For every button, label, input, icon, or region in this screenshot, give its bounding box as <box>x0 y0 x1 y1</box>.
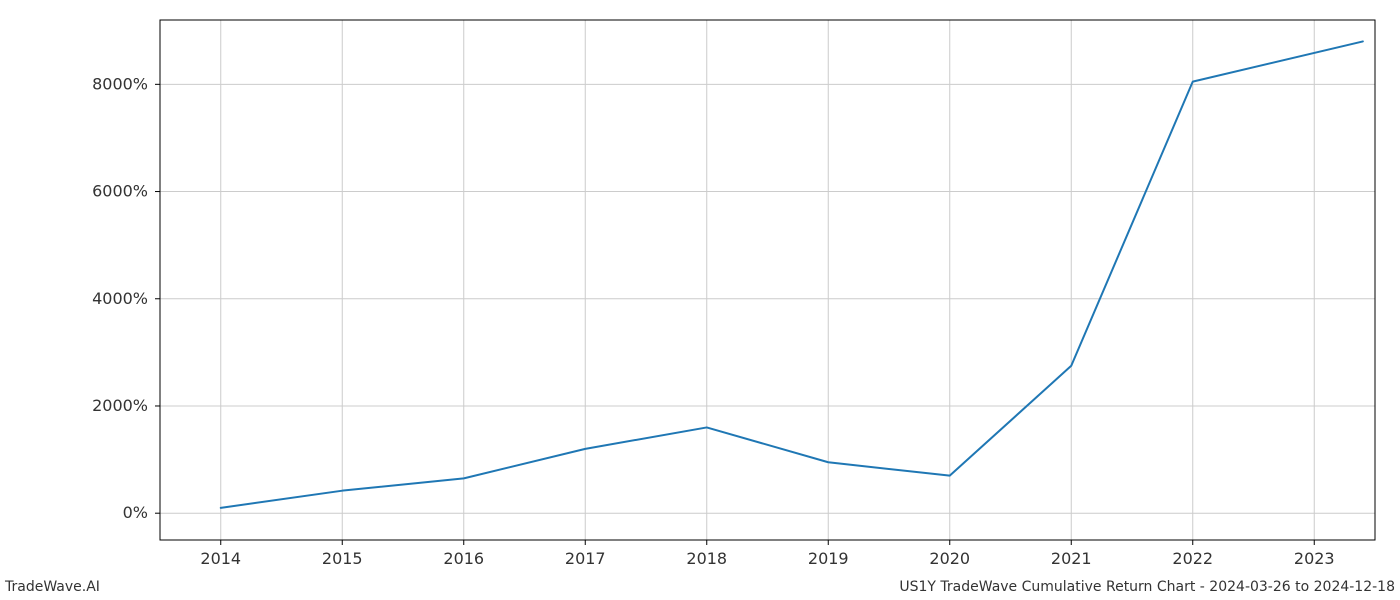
x-tick-label: 2020 <box>929 549 970 568</box>
y-tick-label: 2000% <box>92 396 148 415</box>
footer-right-label: US1Y TradeWave Cumulative Return Chart -… <box>899 579 1395 595</box>
x-tick-label: 2021 <box>1051 549 1092 568</box>
x-tick-label: 2017 <box>565 549 606 568</box>
x-tick-label: 2016 <box>443 549 484 568</box>
x-tick-label: 2022 <box>1172 549 1213 568</box>
x-tick-label: 2018 <box>686 549 727 568</box>
y-tick-label: 4000% <box>92 289 148 308</box>
y-tick-label: 6000% <box>92 182 148 201</box>
footer-left-label: TradeWave.AI <box>5 579 100 595</box>
x-tick-label: 2023 <box>1294 549 1335 568</box>
y-tick-label: 0% <box>123 503 148 522</box>
x-tick-label: 2019 <box>808 549 849 568</box>
x-tick-label: 2014 <box>200 549 241 568</box>
x-tick-label: 2015 <box>322 549 363 568</box>
y-tick-label: 8000% <box>92 74 148 93</box>
line-chart: 2014 2015 2016 2017 2018 2019 2020 2021 2022 2023… <box>0 0 1400 600</box>
chart-container: 2014 2015 2016 2017 2018 2019 2020 2021 2022 2023… <box>0 0 1400 600</box>
